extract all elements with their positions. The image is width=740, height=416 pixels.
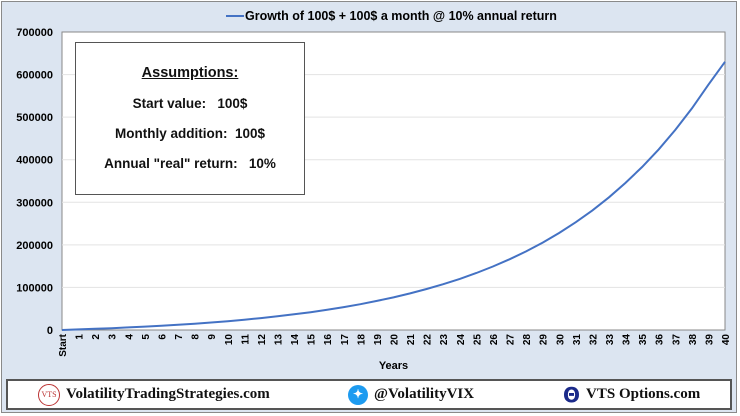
x-tick-label: 29 <box>539 334 550 346</box>
x-tick-label: 40 <box>721 334 732 346</box>
assumptions-box: Assumptions: Start value: 100$ Monthly a… <box>75 42 305 195</box>
x-axis-label: Years <box>379 360 408 372</box>
x-tick-label: 23 <box>439 334 450 346</box>
footer-twitter[interactable]: ✦ @VolatilityVIX <box>348 384 475 405</box>
y-tick-label: 0 <box>47 325 53 337</box>
y-tick-label: 500000 <box>16 112 53 124</box>
x-tick-label: Start <box>58 333 69 356</box>
assumptions-heading: Assumptions: <box>141 65 239 81</box>
x-tick-label: 22 <box>423 334 434 346</box>
x-tick-label: 38 <box>688 334 699 346</box>
x-tick-label: 32 <box>588 334 599 346</box>
x-tick-label: 4 <box>124 334 135 340</box>
series-line <box>61 61 726 331</box>
x-tick-label: 17 <box>340 334 351 346</box>
vts-logo-icon: VTS <box>38 383 60 406</box>
footer-options[interactable]: Θ VTS Options.com <box>563 383 700 407</box>
y-tick-label: 300000 <box>16 197 53 209</box>
x-tick-label: 1 <box>75 334 86 340</box>
x-tick-label: 30 <box>555 334 566 346</box>
y-tick-label: 700000 <box>16 27 53 39</box>
x-tick-label: 2 <box>91 334 102 340</box>
footer-site[interactable]: VTS VolatilityTradingStrategies.com <box>38 383 270 406</box>
x-tick-label: 9 <box>207 334 218 340</box>
x-tick-label: 8 <box>191 334 202 340</box>
x-tick-label: 25 <box>472 334 483 346</box>
x-tick-label: 27 <box>506 334 517 346</box>
monthly-addition: Monthly addition: 100$ <box>114 126 265 141</box>
x-tick-label: 31 <box>572 334 583 346</box>
site-link[interactable]: VolatilityTradingStrategies.com <box>66 386 270 402</box>
x-tick-label: 13 <box>273 334 284 346</box>
x-tick-label: 19 <box>373 334 384 346</box>
legend-label: Growth of 100$ + 100$ a month @ 10% annu… <box>245 9 557 23</box>
x-tick-label: 36 <box>655 334 666 346</box>
x-tick-label: 35 <box>638 334 649 346</box>
x-tick-label: 16 <box>323 334 334 346</box>
x-tick-label: 20 <box>390 334 401 346</box>
x-tick-label: 39 <box>704 334 715 346</box>
options-link[interactable]: VTS Options.com <box>586 386 701 402</box>
x-tick-label: 6 <box>157 334 168 340</box>
x-tick-label: 26 <box>489 334 500 346</box>
x-tick-label: 3 <box>108 334 119 340</box>
theta-icon: Θ <box>563 382 581 407</box>
y-tick-label: 200000 <box>16 240 53 252</box>
footer: VTS VolatilityTradingStrategies.com ✦ @V… <box>6 379 732 410</box>
twitter-icon: ✦ <box>348 384 368 405</box>
twitter-handle[interactable]: @VolatilityVIX <box>374 386 475 402</box>
x-tick-label: 12 <box>257 334 268 346</box>
x-tick-label: 11 <box>240 334 251 345</box>
y-tick-label: 600000 <box>16 70 53 82</box>
x-tick-label: 5 <box>141 334 152 340</box>
y-tick-label: 100000 <box>16 282 53 294</box>
x-tick-label: 33 <box>605 334 616 346</box>
x-tick-label: 28 <box>522 334 533 346</box>
x-tick-label: 37 <box>671 334 682 346</box>
x-tick-label: 7 <box>174 334 185 340</box>
x-tick-label: 21 <box>406 334 417 346</box>
y-tick-label: 400000 <box>16 155 53 167</box>
x-tick-label: 18 <box>356 334 367 346</box>
x-tick-label: 10 <box>224 334 235 346</box>
x-tick-label: 24 <box>456 334 467 346</box>
start-value: Start value: 100$ <box>132 96 248 111</box>
x-tick-label: 15 <box>307 334 318 346</box>
annual-return: Annual "real" return: 10% <box>104 156 276 171</box>
x-tick-label: 34 <box>622 334 633 346</box>
x-tick-label: 14 <box>290 334 301 346</box>
